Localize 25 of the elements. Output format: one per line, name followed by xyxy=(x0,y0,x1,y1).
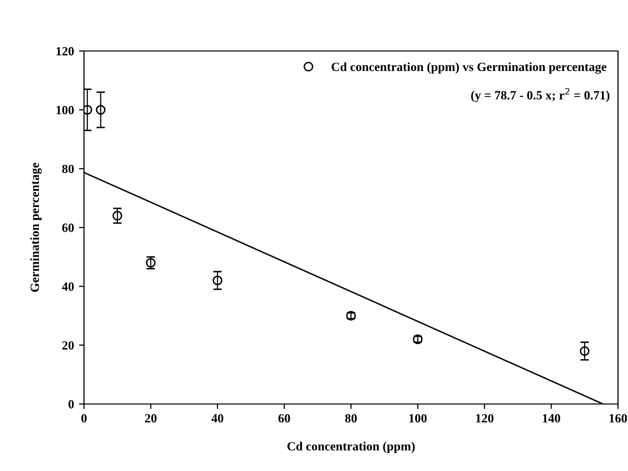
legend-label: Cd concentration (ppm) vs Germination percentage xyxy=(332,62,606,74)
y-tick-label: 100 xyxy=(56,106,74,114)
x-tick-label: 40 xyxy=(211,414,224,423)
x-tick-label: 100 xyxy=(409,414,427,423)
x-tick-label: 160 xyxy=(610,414,627,423)
y-tick-label: 20 xyxy=(62,341,74,350)
x-tick-label: 120 xyxy=(476,414,494,423)
y-tick-label: 60 xyxy=(62,224,74,232)
x-tick-label: 60 xyxy=(278,414,290,423)
point xyxy=(580,346,590,356)
x-tick-label: 80 xyxy=(345,414,357,423)
x-axis-title: Cd concentration (ppm) xyxy=(287,442,415,454)
point xyxy=(112,210,122,221)
point xyxy=(84,104,92,115)
point xyxy=(212,276,222,286)
x-tick-label: 140 xyxy=(542,414,560,423)
annotation: (y = 78.7 - 0.5 x; r$^{2}$ = 0.71) xyxy=(471,88,610,102)
y-tick-label: 0 xyxy=(68,400,74,408)
y-tick-label: 80 xyxy=(62,164,74,174)
x-tick-label: 20 xyxy=(145,414,157,423)
y-tick-label: 40 xyxy=(62,282,74,291)
y-axis-title: Germination percentage xyxy=(30,162,42,292)
point xyxy=(96,104,106,115)
y-tick-label: 120 xyxy=(56,47,74,56)
x-tick-label: 0 xyxy=(81,414,87,423)
